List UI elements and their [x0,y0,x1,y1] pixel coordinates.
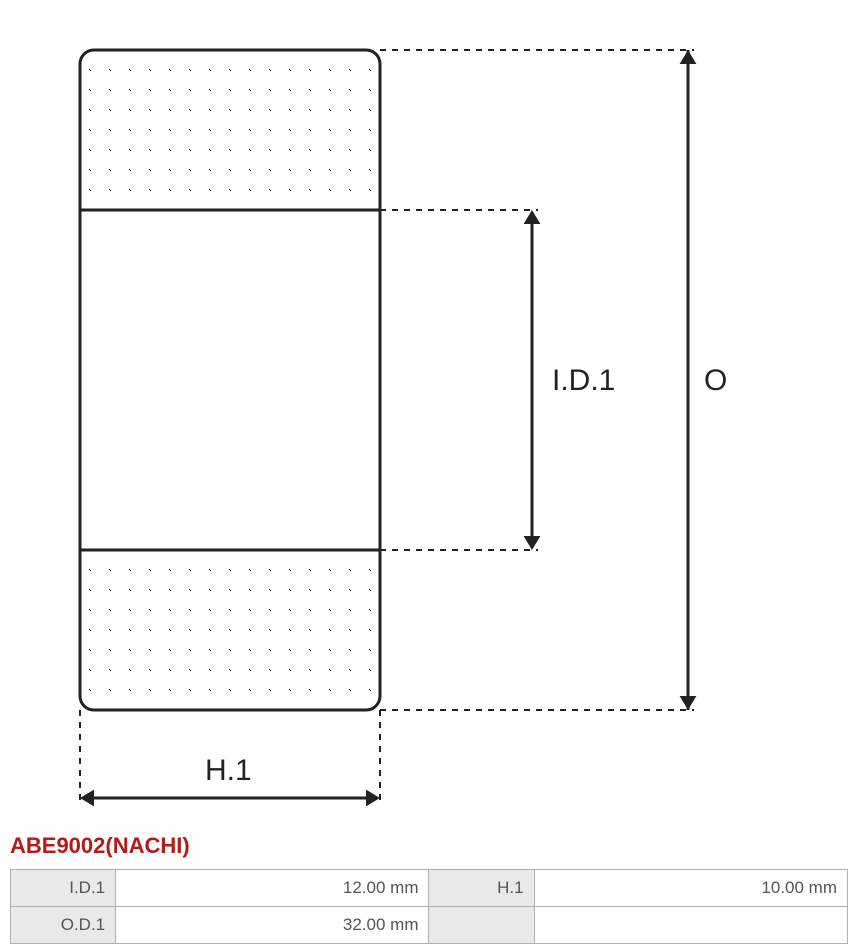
table-row: O.D.132.00 mm [11,907,848,944]
svg-text:O.D.1: O.D.1 [704,364,730,397]
dim-value: 10.00 mm [534,870,847,907]
svg-text:H.1: H.1 [205,754,252,787]
table-row: I.D.112.00 mmH.110.00 mm [11,870,848,907]
cross-section-diagram: O.D.1 I.D.1 H.1 [10,10,730,810]
dim-label: H.1 [429,870,534,907]
dim-label: O.D.1 [11,907,116,944]
part-title: ABE9002(NACHI) [10,833,848,859]
dim-value [534,907,847,944]
dim-label: I.D.1 [11,870,116,907]
svg-text:I.D.1: I.D.1 [552,364,615,397]
dim-value: 32.00 mm [116,907,429,944]
dim-value: 12.00 mm [116,870,429,907]
dim-label [429,907,534,944]
diagram-container: O.D.1 I.D.1 H.1 [0,0,848,825]
